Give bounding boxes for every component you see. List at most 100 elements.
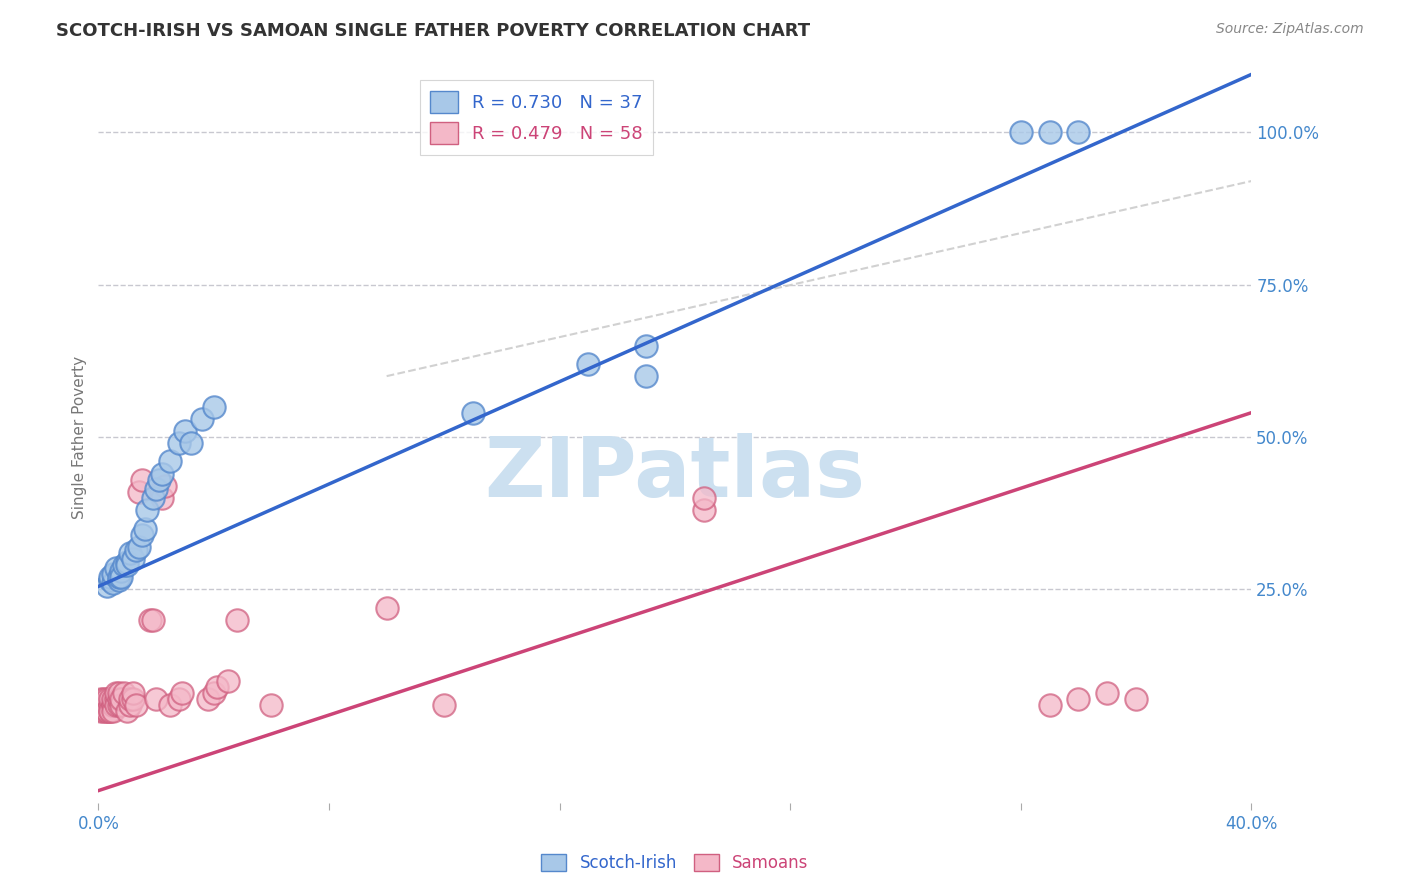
Point (96, 705, 118, 719)
Point (150, 491, 173, 505)
Point (120, 698, 142, 713)
Point (98, 692, 121, 706)
Point (90, 705, 112, 719)
Point (142, 613, 165, 627)
Point (107, 570, 129, 584)
Text: ZIPatlas: ZIPatlas (485, 434, 865, 514)
Point (93, 705, 115, 719)
Point (96, 698, 118, 713)
Point (150, 467, 173, 481)
Point (101, 705, 124, 719)
Point (101, 698, 124, 713)
Point (98, 698, 121, 713)
Point (142, 491, 165, 505)
Point (128, 540, 150, 554)
Point (433, 698, 456, 713)
Point (167, 436, 190, 450)
Point (148, 473, 170, 487)
Point (225, 613, 247, 627)
Point (107, 574, 129, 588)
Point (1067, 692, 1090, 706)
Point (117, 555, 139, 569)
Point (96, 705, 118, 719)
Point (197, 692, 219, 706)
Text: SCOTCH-IRISH VS SAMOAN SINGLE FATHER POVERTY CORRELATION CHART: SCOTCH-IRISH VS SAMOAN SINGLE FATHER POV… (56, 22, 810, 40)
Point (202, 400, 225, 414)
Point (93, 698, 115, 713)
Point (96, 692, 118, 706)
Point (98, 705, 121, 719)
Point (205, 680, 228, 694)
Point (117, 558, 139, 573)
Legend: Scotch-Irish, Samoans: Scotch-Irish, Samoans (534, 847, 815, 879)
Point (122, 552, 145, 566)
Point (167, 692, 190, 706)
Point (122, 692, 145, 706)
Point (139, 613, 162, 627)
Text: Source: ZipAtlas.com: Source: ZipAtlas.com (1216, 22, 1364, 37)
Point (117, 705, 139, 719)
Point (145, 482, 167, 496)
Point (93, 698, 115, 713)
Point (101, 698, 124, 713)
Point (1038, 125, 1062, 139)
Point (104, 698, 127, 713)
Point (104, 561, 127, 575)
Point (136, 503, 159, 517)
Point (110, 564, 132, 578)
Point (131, 473, 153, 487)
Point (131, 527, 153, 541)
Point (107, 698, 129, 713)
Point (98, 570, 121, 584)
Point (107, 686, 129, 700)
Point (375, 600, 398, 615)
Point (110, 692, 132, 706)
Point (693, 491, 716, 505)
Point (260, 698, 283, 713)
Point (170, 686, 193, 700)
Point (636, 369, 658, 384)
Point (128, 485, 150, 500)
Point (93, 692, 115, 706)
Point (110, 570, 132, 584)
Point (98, 574, 121, 588)
Point (112, 558, 135, 573)
Point (174, 424, 197, 438)
Point (125, 542, 148, 557)
Point (104, 692, 127, 706)
Point (134, 521, 156, 535)
Point (461, 406, 484, 420)
Point (636, 339, 658, 353)
Point (693, 503, 716, 517)
Point (180, 436, 202, 450)
Point (191, 412, 214, 426)
Point (104, 686, 127, 700)
Point (98, 705, 121, 719)
Point (96, 579, 118, 593)
Point (90, 692, 112, 706)
Point (120, 546, 142, 560)
Point (1010, 125, 1032, 139)
Y-axis label: Single Father Poverty: Single Father Poverty (72, 356, 87, 518)
Point (101, 576, 124, 591)
Point (217, 673, 239, 688)
Point (153, 479, 176, 493)
Point (107, 692, 129, 706)
Point (120, 692, 142, 706)
Point (101, 567, 124, 582)
Point (125, 698, 148, 713)
Point (145, 692, 167, 706)
Point (90, 698, 112, 713)
Point (101, 692, 124, 706)
Point (110, 698, 132, 713)
Point (1067, 125, 1090, 139)
Point (159, 698, 181, 713)
Point (122, 686, 145, 700)
Point (578, 357, 600, 371)
Point (1125, 692, 1147, 706)
Point (202, 686, 225, 700)
Point (1097, 686, 1119, 700)
Point (159, 454, 181, 468)
Point (112, 686, 135, 700)
Point (1038, 698, 1062, 713)
